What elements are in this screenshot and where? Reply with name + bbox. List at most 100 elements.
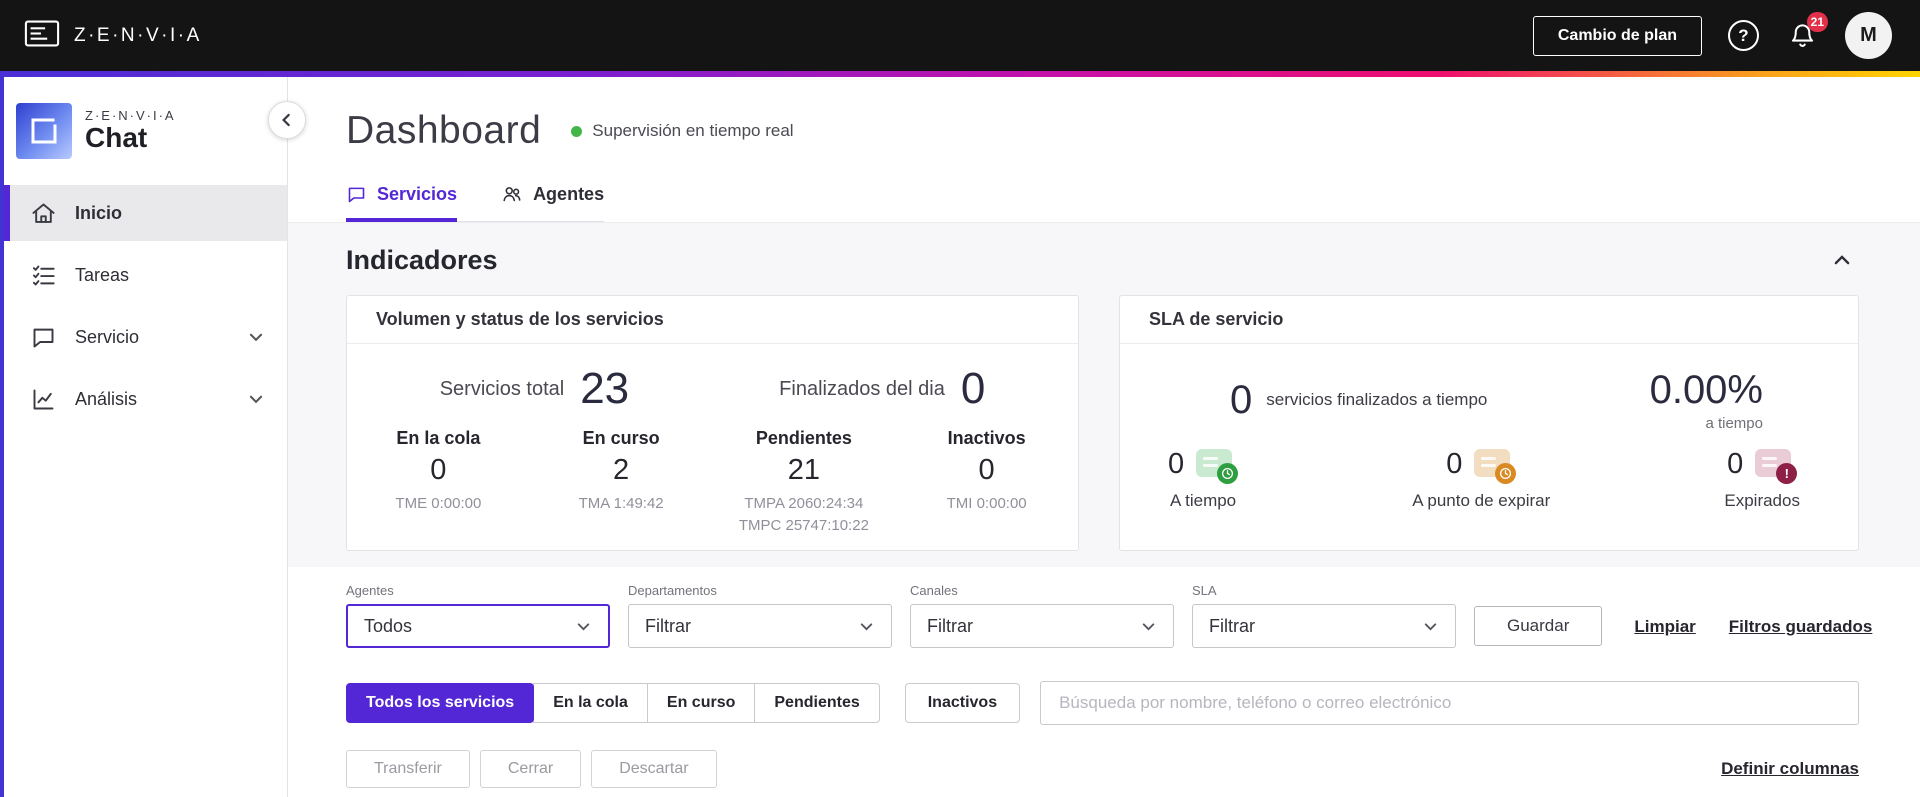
search-input[interactable] xyxy=(1040,681,1859,725)
status-label: Supervisión en tiempo real xyxy=(592,121,794,140)
column-metric: TMI 0:00:00 xyxy=(946,495,1027,512)
agents-filter: Agentes Todos xyxy=(346,583,610,648)
tab-agentes[interactable]: Agentes xyxy=(501,183,604,222)
column-value: 2 xyxy=(613,454,630,486)
top-bar: Z·E·N·V·I·A Cambio de plan ? 21 M xyxy=(0,0,1920,71)
tab-pending[interactable]: Pendientes xyxy=(754,683,880,723)
sla-on-time: 0 A tiempo xyxy=(1168,448,1239,511)
select-value: Filtrar xyxy=(927,615,973,636)
tab-label: Agentes xyxy=(533,183,605,204)
column-label: Pendientes xyxy=(755,428,852,448)
select-value: Filtrar xyxy=(645,615,691,636)
sla-expired: 0 ! Expirados xyxy=(1724,448,1800,511)
sla-item-label: A punto de expirar xyxy=(1412,491,1551,510)
column-metric: TME 0:00:00 xyxy=(395,495,482,512)
sla-item-label: A tiempo xyxy=(1169,491,1237,510)
help-icon[interactable]: ? xyxy=(1728,20,1759,51)
column-label: En la cola xyxy=(396,428,481,448)
pending-column: Pendientes 21 TMPA 2060:24:34 TMPC 25747… xyxy=(713,428,896,537)
column-value: 0 xyxy=(978,454,995,486)
collapse-indicators-button[interactable] xyxy=(1825,243,1859,277)
indicators-title: Indicadores xyxy=(346,244,498,275)
status-dot xyxy=(571,125,583,137)
chevron-down-icon xyxy=(1140,618,1157,635)
zenvia-brand: Z·E·N·V·I·A xyxy=(24,20,202,52)
column-value: 21 xyxy=(787,454,820,486)
column-value: 0 xyxy=(430,454,447,486)
user-avatar[interactable]: M xyxy=(1845,12,1892,59)
channels-filter-select[interactable]: Filtrar xyxy=(910,604,1174,648)
home-icon xyxy=(30,200,57,227)
sidebar-item-inicio[interactable]: Inicio xyxy=(4,185,287,241)
agents-filter-select[interactable]: Todos xyxy=(346,604,610,648)
tab-servicios[interactable]: Servicios xyxy=(346,183,458,222)
in-progress-column: En curso 2 TMA 1:49:42 xyxy=(530,428,713,537)
tab-all-services[interactable]: Todos los servicios xyxy=(346,683,535,723)
tab-queue[interactable]: En la cola xyxy=(533,683,648,723)
tab-label: Servicios xyxy=(377,183,458,204)
clear-filters-link[interactable]: Limpiar xyxy=(1634,617,1696,636)
about-to-expire-icon xyxy=(1474,448,1517,484)
zenvia-chat-logo: Z·E·N·V·I·A Chat xyxy=(4,77,287,185)
column-metric: TMPA 2060:24:34 TMPC 25747:10:22 xyxy=(738,495,869,534)
close-button[interactable]: Cerrar xyxy=(479,750,582,788)
sla-card: SLA de servicio 0 servicios finalizados … xyxy=(1119,295,1859,551)
finished-today-label: Finalizados del dia xyxy=(779,377,945,400)
bulk-actions: Transferir Cerrar Descartar Definir colu… xyxy=(288,750,1920,788)
on-time-icon xyxy=(1196,448,1239,484)
filter-label: Departamentos xyxy=(628,583,717,598)
select-value: Todos xyxy=(364,615,413,636)
discard-button[interactable]: Descartar xyxy=(591,750,717,788)
volume-card-title: Volumen y status de los servicios xyxy=(347,296,1078,344)
zenvia-logo-icon xyxy=(24,20,60,52)
change-plan-button[interactable]: Cambio de plan xyxy=(1532,15,1702,56)
sidebar-item-servicio[interactable]: Servicio xyxy=(4,309,287,365)
service-chat-icon xyxy=(30,324,57,351)
service-status-tabs: Todos los servicios En la cola En curso … xyxy=(346,683,880,723)
chevron-left-icon xyxy=(278,111,296,129)
sidebar-item-label: Inicio xyxy=(75,202,123,223)
define-columns-link[interactable]: Definir columnas xyxy=(1721,759,1859,778)
sla-about-to-expire: 0 A punto de expirar xyxy=(1412,448,1550,511)
chevron-down-icon xyxy=(575,618,592,635)
chevron-down-icon xyxy=(1422,618,1439,635)
sidebar-item-label: Análisis xyxy=(75,388,138,409)
transfer-button[interactable]: Transferir xyxy=(346,750,470,788)
sla-finished-value: 0 xyxy=(1230,377,1253,422)
sla-filter: SLA Filtrar xyxy=(1192,583,1456,648)
column-label: Inactivos xyxy=(947,428,1026,448)
sidebar-item-tareas[interactable]: Tareas xyxy=(4,247,287,303)
save-filters-button[interactable]: Guardar xyxy=(1474,606,1603,646)
sidebar-item-label: Servicio xyxy=(75,326,140,347)
tab-inactive[interactable]: Inactivos xyxy=(904,683,1021,723)
notifications-bell-icon[interactable]: 21 xyxy=(1785,11,1828,53)
saved-filters-link[interactable]: Filtros guardados xyxy=(1728,617,1873,636)
sidebar-item-analisis[interactable]: Análisis xyxy=(4,371,287,427)
logo-product-text: Chat xyxy=(85,122,148,154)
logo-brand-text: Z·E·N·V·I·A xyxy=(85,108,176,124)
services-toolbar: Todos los servicios En la cola En curso … xyxy=(288,681,1920,725)
column-metric: TMA 1:49:42 xyxy=(578,495,664,512)
tab-in-progress[interactable]: En curso xyxy=(646,683,756,723)
brand-text: Z·E·N·V·I·A xyxy=(74,24,202,46)
sla-finished-stat: 0 servicios finalizados a tiempo xyxy=(1230,378,1487,423)
filter-label: Canales xyxy=(910,583,958,598)
sla-filter-select[interactable]: Filtrar xyxy=(1192,604,1456,648)
sla-item-value: 0 xyxy=(1446,448,1463,480)
chat-logo-icon xyxy=(16,103,72,159)
services-total-label: Servicios total xyxy=(439,377,565,400)
sla-percent-label: a tiempo xyxy=(1705,415,1763,432)
finished-today-stat: Finalizados del dia 0 xyxy=(779,364,985,414)
services-total-value: 23 xyxy=(580,364,630,413)
finished-today-value: 0 xyxy=(960,364,986,413)
brand-gradient-bar xyxy=(0,71,1920,77)
departments-filter-select[interactable]: Filtrar xyxy=(628,604,892,648)
collapse-sidebar-button[interactable] xyxy=(268,101,306,139)
filters-bar: Agentes Todos Departamentos Filtrar xyxy=(288,567,1920,648)
realtime-status: Supervisión en tiempo real xyxy=(571,121,794,141)
channels-filter: Canales Filtrar xyxy=(910,583,1174,648)
sla-item-value: 0 xyxy=(1168,448,1185,480)
topbar-actions: Cambio de plan ? 21 M xyxy=(1532,11,1892,59)
departments-filter: Departamentos Filtrar xyxy=(628,583,892,648)
services-total-stat: Servicios total 23 xyxy=(440,364,629,414)
